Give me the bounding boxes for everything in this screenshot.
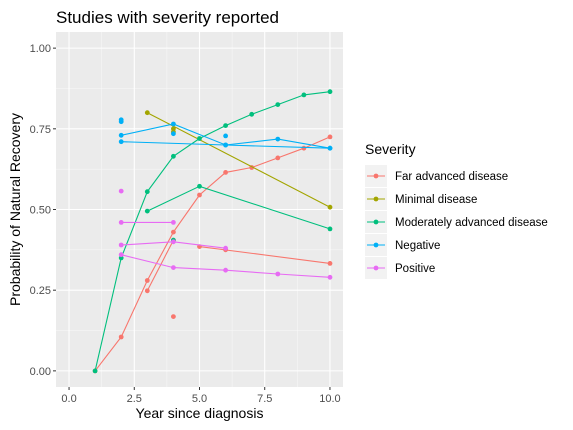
- series-layer: [92, 89, 333, 374]
- legend-key-point: [373, 196, 379, 202]
- data-point: [118, 220, 124, 225]
- legend-key-point: [373, 242, 379, 248]
- series-line: [147, 112, 331, 208]
- y-axis-title: Probability of Natural Recovery: [7, 113, 23, 306]
- data-point: [327, 226, 333, 232]
- data-point: [275, 155, 281, 161]
- data-point: [171, 239, 176, 245]
- data-point: [118, 132, 124, 138]
- data-point: [275, 102, 281, 107]
- data-point: [118, 139, 124, 145]
- data-point: [118, 242, 124, 248]
- x-tick-label: 2.5: [127, 393, 142, 405]
- legend-label: Far advanced disease: [395, 171, 508, 183]
- legend-key-point: [373, 265, 379, 271]
- data-point: [171, 220, 176, 225]
- y-tick-label: 1.00: [30, 43, 51, 55]
- legend-item: Negative: [365, 234, 440, 256]
- legend-label: Negative: [395, 240, 440, 252]
- legend-item: Positive: [365, 257, 435, 279]
- series-3: [118, 117, 333, 151]
- data-point: [144, 189, 150, 195]
- x-axis-title: Year since diagnosis: [136, 405, 264, 421]
- x-tick-label: 0.0: [61, 393, 76, 405]
- series-line: [94, 136, 331, 372]
- data-point: [118, 334, 124, 340]
- legend: Severity Far advanced disease Minimal dis…: [365, 141, 548, 279]
- x-tick-label: 5.0: [192, 393, 207, 405]
- data-point: [171, 131, 176, 137]
- data-point: [171, 121, 176, 127]
- data-point: [327, 134, 333, 140]
- data-point: [223, 267, 229, 273]
- data-point: [223, 170, 229, 175]
- data-point: [144, 278, 150, 283]
- data-point: [223, 123, 229, 128]
- data-point: [171, 314, 176, 319]
- data-point: [223, 142, 229, 148]
- chart-title: Studies with severity reported: [56, 8, 279, 27]
- data-point: [327, 274, 333, 280]
- y-tick-label: 0.00: [30, 366, 51, 378]
- data-point: [223, 245, 229, 251]
- legend-label: Moderately advanced disease: [395, 217, 548, 229]
- data-point: [327, 89, 333, 95]
- x-tick-label: 10.0: [319, 393, 340, 405]
- data-point: [301, 92, 307, 98]
- data-point: [144, 110, 150, 116]
- data-point: [249, 111, 255, 117]
- legend-key-point: [373, 219, 379, 225]
- data-point: [197, 136, 202, 141]
- legend-label: Minimal disease: [395, 194, 477, 206]
- data-point: [171, 229, 176, 235]
- legend-item: Moderately advanced disease: [365, 211, 548, 233]
- data-point: [275, 271, 281, 277]
- grid-lines: [56, 32, 343, 387]
- data-point: [92, 368, 98, 374]
- series-line: [146, 239, 174, 292]
- data-point: [197, 183, 202, 189]
- data-point: [301, 145, 307, 151]
- data-point: [118, 188, 124, 194]
- data-point: [144, 288, 150, 294]
- legend-label: Positive: [395, 263, 435, 275]
- y-tick-label: 0.25: [30, 285, 51, 297]
- data-point: [171, 153, 176, 159]
- series-4: [118, 188, 333, 280]
- data-point: [327, 261, 333, 266]
- series-line: [94, 91, 331, 372]
- legend-title: Severity: [365, 141, 416, 157]
- data-point: [118, 119, 124, 125]
- legend-item: Far advanced disease: [365, 165, 508, 187]
- legend-item: Minimal disease: [365, 188, 477, 210]
- data-point: [171, 265, 176, 270]
- legend-key-point: [373, 173, 379, 179]
- axes: 0.0 2.5 5.0 7.5 10.0 0.00 0.25 0.50 0.75 1.00: [30, 43, 341, 405]
- data-point: [327, 204, 333, 210]
- y-tick-label: 0.50: [30, 205, 51, 217]
- data-point: [144, 208, 150, 214]
- y-tick-label: 0.75: [30, 124, 51, 136]
- x-tick-label: 7.5: [257, 393, 272, 405]
- data-point: [223, 133, 229, 139]
- series-line: [199, 246, 331, 264]
- data-point: [118, 252, 124, 258]
- data-point: [197, 192, 202, 198]
- data-point: [327, 145, 333, 151]
- data-point: [275, 136, 281, 142]
